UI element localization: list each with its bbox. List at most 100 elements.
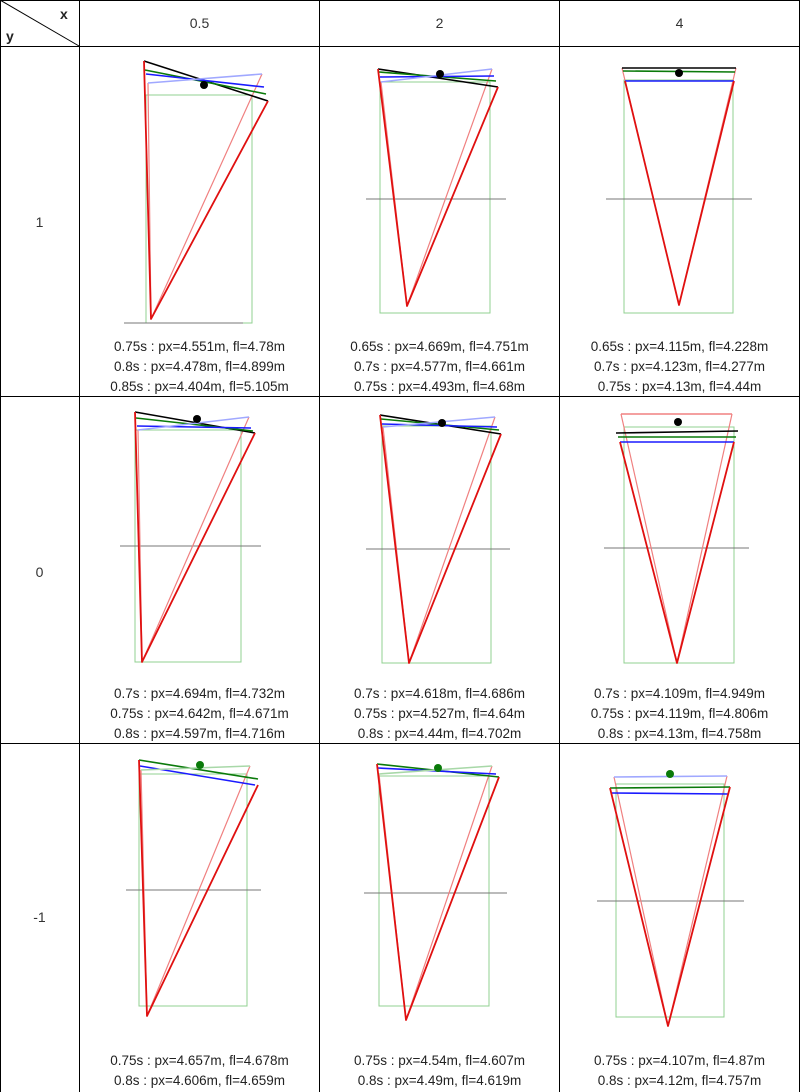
- main-triangle: [376, 763, 500, 1021]
- linkage-arm-light_green: [140, 765, 251, 771]
- row-header-minus1: -1: [33, 909, 46, 925]
- ghost-triangle: [380, 68, 493, 307]
- linkage-arm-green: [138, 759, 259, 780]
- grid-line: [0, 743, 800, 744]
- caption-line: 0.75s : px=4.119m, fl=4.806m: [590, 706, 769, 721]
- caption-line: 0.7s : px=4.123m, fl=4.277m: [593, 359, 766, 374]
- linkage-diagram: [606, 67, 752, 314]
- cell-y1-x0.5: 0.75s : px=4.551m, fl=4.78m 0.8s : px=4.…: [80, 47, 319, 396]
- caption-line: 0.75s : px=4.107m, fl=4.87m: [593, 1053, 766, 1068]
- cell-y0-x4: 0.7s : px=4.109m, fl=4.949m 0.75s : px=4…: [560, 397, 799, 743]
- linkage-arm-light_blue: [137, 416, 250, 431]
- main-triangle: [143, 60, 269, 320]
- ghost-triangle: [620, 413, 733, 664]
- caption-line: 0.8s : px=4.13m, fl=4.758m: [597, 726, 762, 741]
- cell-y1-x2: 0.65s : px=4.669m, fl=4.751m 0.7s : px=4…: [320, 47, 559, 396]
- linkage-arm-black: [377, 68, 499, 88]
- column-header-2: 2: [435, 15, 444, 31]
- linkage-arm-blue: [145, 73, 265, 88]
- caption-line: 0.65s : px=4.669m, fl=4.751m: [350, 339, 529, 354]
- pivot-joint: [666, 770, 674, 778]
- main-triangle: [134, 411, 256, 663]
- main-triangle: [609, 786, 731, 1027]
- main-triangle: [619, 441, 735, 664]
- caption-line: 0.85s : px=4.404m, fl=5.105m: [110, 379, 289, 394]
- cell-ym1-x0.5: 0.75s : px=4.657m, fl=4.678m 0.8s : px=4…: [80, 744, 319, 1092]
- ghost-triangle: [140, 765, 251, 1017]
- caption-line: 0.75s : px=4.642m, fl=4.671m: [110, 706, 289, 721]
- corner-x-label: x: [60, 6, 68, 22]
- linkage-diagram: [597, 770, 744, 1027]
- linkage-diagram: [366, 414, 510, 664]
- main-triangle: [377, 68, 499, 307]
- linkage-arm-black: [615, 430, 739, 434]
- ghost-triangle: [147, 73, 263, 320]
- main-triangle: [624, 80, 735, 306]
- cell-y1-x4: 0.65s : px=4.115m, fl=4.228m 0.7s : px=4…: [560, 47, 799, 396]
- grid-line: [0, 0, 800, 1]
- corner-y-label: y: [6, 28, 14, 44]
- guide-rectangle: [623, 79, 734, 314]
- main-triangle: [379, 414, 502, 664]
- caption-line: 0.7s : px=4.618m, fl=4.686m: [353, 686, 526, 701]
- linkage-arm-green: [135, 417, 254, 432]
- guide-rectangle: [379, 81, 491, 314]
- pivot-joint: [434, 764, 442, 772]
- linkage-arm-blue: [611, 792, 729, 795]
- caption-line: 0.75s : px=4.657m, fl=4.678m: [110, 1053, 289, 1068]
- column-header-4: 4: [675, 15, 684, 31]
- pivot-joint: [193, 415, 201, 423]
- guide-rectangle: [378, 775, 490, 1007]
- caption-line: 0.75s : px=4.551m, fl=4.78m: [113, 339, 286, 354]
- linkage-diagram: [604, 413, 749, 664]
- linkage-diagram: [124, 60, 269, 324]
- caption-line: 0.8s : px=4.606m, fl=4.659m: [113, 1073, 286, 1088]
- caption-line: 0.75s : px=4.527m, fl=4.64m: [353, 706, 526, 721]
- pivot-joint: [675, 69, 683, 77]
- guide-rectangle: [145, 94, 253, 324]
- main-triangle: [138, 759, 259, 1017]
- grid-line: [0, 46, 800, 47]
- linkage-diagram: [120, 411, 261, 663]
- caption-line: 0.8s : px=4.597m, fl=4.716m: [113, 726, 286, 741]
- grid-line: [0, 396, 800, 397]
- caption-line: 0.75s : px=4.54m, fl=4.607m: [353, 1053, 526, 1068]
- row-header-1: 1: [35, 214, 44, 230]
- pivot-joint: [196, 761, 204, 769]
- caption-line: 0.8s : px=4.12m, fl=4.757m: [597, 1073, 762, 1088]
- guide-rectangle: [623, 426, 735, 664]
- guide-rectangle: [381, 425, 492, 664]
- grid-line: [0, 0, 1, 1092]
- ghost-triangle: [137, 416, 250, 663]
- pivot-joint: [436, 70, 444, 78]
- caption-line: 0.7s : px=4.694m, fl=4.732m: [113, 686, 286, 701]
- linkage-arm-blue: [136, 425, 252, 429]
- row-header-0: 0: [35, 564, 44, 580]
- cell-ym1-x4: 0.75s : px=4.107m, fl=4.87m 0.8s : px=4.…: [560, 744, 799, 1092]
- caption-line: 0.65s : px=4.115m, fl=4.228m: [590, 339, 769, 354]
- caption-line: 0.8s : px=4.49m, fl=4.619m: [357, 1073, 522, 1088]
- ghost-triangle: [382, 416, 496, 664]
- caption-line: 0.7s : px=4.109m, fl=4.949m: [593, 686, 766, 701]
- caption-line: 0.8s : px=4.44m, fl=4.702m: [357, 726, 522, 741]
- grid-line: [559, 0, 560, 1092]
- grid-line: [79, 0, 80, 1092]
- column-header-0.5: 0.5: [189, 15, 210, 31]
- pivot-joint: [674, 418, 682, 426]
- grid-line: [319, 0, 320, 1092]
- caption-line: 0.7s : px=4.577m, fl=4.661m: [353, 359, 526, 374]
- caption-line: 0.75s : px=4.493m, fl=4.68m: [353, 379, 526, 394]
- cell-ym1-x2: 0.75s : px=4.54m, fl=4.607m 0.8s : px=4.…: [320, 744, 559, 1092]
- linkage-diagram: [126, 759, 261, 1017]
- caption-line: 0.8s : px=4.478m, fl=4.899m: [113, 359, 286, 374]
- linkage-diagram: [364, 763, 507, 1021]
- cell-y0-x2: 0.7s : px=4.618m, fl=4.686m 0.75s : px=4…: [320, 397, 559, 743]
- caption-line: 0.75s : px=4.13m, fl=4.44m: [597, 379, 762, 394]
- linkage-diagram: [366, 68, 506, 314]
- cell-y0-x0.5: 0.7s : px=4.694m, fl=4.732m 0.75s : px=4…: [80, 397, 319, 743]
- corner-diagonal: [0, 0, 80, 47]
- pivot-joint: [438, 419, 446, 427]
- linkage-arm-light_blue: [147, 73, 263, 84]
- pivot-joint: [200, 81, 208, 89]
